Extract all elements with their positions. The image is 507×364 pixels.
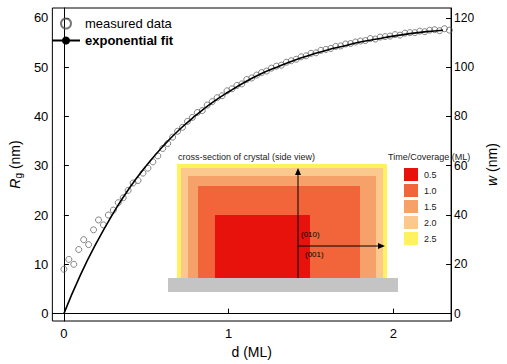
svg-text:(001): (001) (305, 250, 324, 259)
svg-text:80: 80 (454, 109, 468, 123)
svg-text:d (ML): d (ML) (231, 344, 271, 360)
svg-text:(nm): (nm) (484, 143, 500, 176)
svg-text:g: g (12, 173, 24, 179)
svg-text:60: 60 (34, 10, 48, 25)
svg-text:R: R (7, 179, 23, 189)
svg-text:2.0: 2.0 (424, 218, 437, 228)
svg-text:10: 10 (34, 257, 48, 272)
svg-text:1.5: 1.5 (424, 202, 437, 212)
svg-text:exponential fit: exponential fit (85, 33, 174, 48)
svg-text:100: 100 (454, 60, 474, 74)
svg-text:1: 1 (225, 326, 232, 341)
svg-text:(nm): (nm) (7, 140, 23, 173)
svg-text:0: 0 (41, 306, 48, 321)
svg-text:30: 30 (34, 158, 48, 173)
svg-text:20: 20 (34, 208, 48, 223)
svg-text:cross-section of crystal (side: cross-section of crystal (side view) (178, 152, 315, 162)
svg-text:50: 50 (34, 60, 48, 75)
svg-text:40: 40 (454, 208, 468, 222)
svg-text:Time/Coverage (ML): Time/Coverage (ML) (388, 152, 470, 162)
svg-text:2.5: 2.5 (424, 234, 437, 244)
svg-text:20: 20 (454, 257, 468, 271)
svg-text:measured data: measured data (85, 16, 172, 31)
svg-text:2: 2 (390, 326, 397, 341)
svg-text:60: 60 (454, 158, 468, 173)
svg-text:w: w (484, 175, 500, 186)
svg-text:0: 0 (60, 326, 67, 341)
svg-text:40: 40 (34, 109, 48, 124)
svg-text:1.0: 1.0 (424, 186, 437, 196)
svg-text:120: 120 (454, 11, 474, 25)
svg-text:0: 0 (454, 307, 461, 321)
svg-text:0.5: 0.5 (424, 170, 437, 180)
svg-text:(010): (010) (301, 230, 320, 239)
